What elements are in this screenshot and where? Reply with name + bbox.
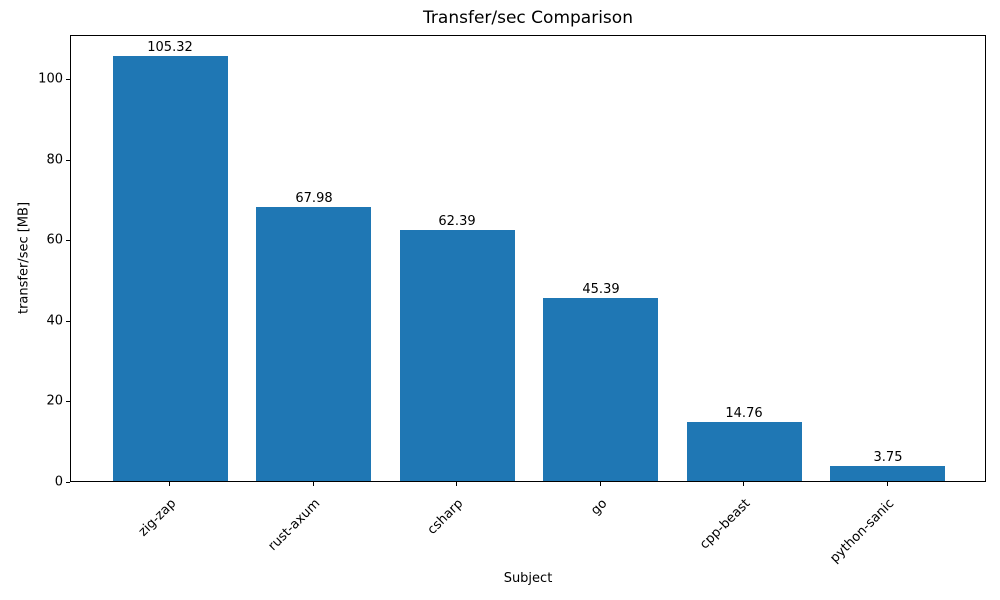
bar-cpp-beast: [687, 422, 802, 481]
bar-value-label: 67.98: [295, 191, 333, 206]
x-tick-mark: [456, 482, 457, 486]
x-tick-mark: [887, 482, 888, 486]
x-tick-label-zig-zap: zig-zap: [135, 496, 180, 540]
y-tick-mark: [66, 321, 70, 322]
x-tick-mark: [743, 482, 744, 486]
y-tick-mark: [66, 79, 70, 80]
y-axis-label: transfer/sec [MB]: [16, 201, 32, 315]
y-tick-label: 80: [46, 152, 63, 168]
x-tick-label-go: go: [588, 496, 611, 519]
x-tick-label-rust-axum: rust-axum: [265, 496, 324, 554]
bar-go: [543, 298, 658, 481]
chart-title: Transfer/sec Comparison: [423, 8, 633, 28]
y-tick-label: 40: [46, 313, 63, 329]
bar-zig-zap: [113, 56, 228, 481]
y-tick-mark: [66, 482, 70, 483]
bar-rust-axum: [256, 207, 371, 481]
x-tick-label-python-sanic: python-sanic: [827, 496, 898, 567]
x-axis-label: Subject: [503, 571, 553, 586]
y-tick-label: 20: [46, 393, 63, 409]
bar-value-label: 105.32: [147, 40, 193, 55]
bar-value-label: 3.75: [873, 450, 903, 465]
x-tick-mark: [313, 482, 314, 486]
bar-value-label: 14.76: [725, 406, 763, 421]
y-tick-label: 100: [38, 71, 63, 87]
y-tick-label: 60: [46, 232, 63, 248]
bar-csharp: [400, 230, 515, 481]
x-tick-mark: [169, 482, 170, 486]
y-tick-mark: [66, 160, 70, 161]
x-tick-mark: [600, 482, 601, 486]
bar-value-label: 45.39: [582, 282, 620, 297]
x-tick-label-csharp: csharp: [424, 496, 467, 538]
y-tick-mark: [66, 240, 70, 241]
plot-area: 105.32 67.98 62.39 45.39 14.76 3.75: [70, 35, 986, 482]
bar-python-sanic: [830, 466, 945, 481]
x-tick-label-cpp-beast: cpp-beast: [697, 496, 754, 553]
bar-value-label: 62.39: [438, 214, 476, 229]
y-tick-label: 0: [54, 474, 63, 490]
y-tick-mark: [66, 401, 70, 402]
